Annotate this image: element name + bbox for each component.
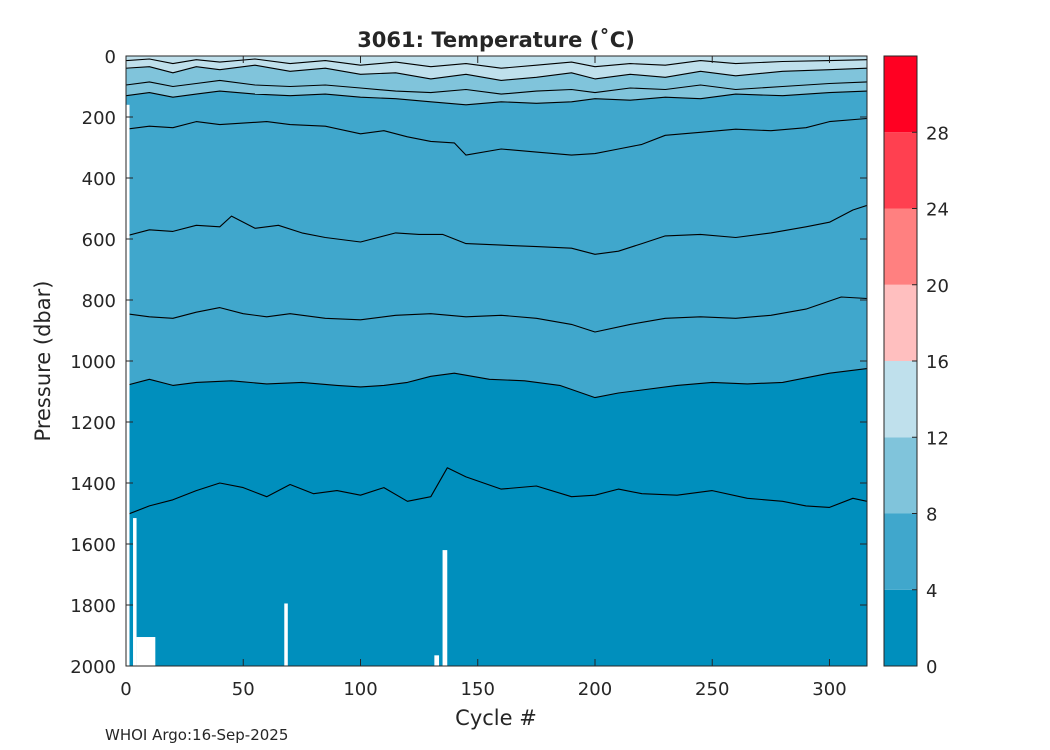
x-tick-label: 0 (120, 679, 131, 700)
x-tick-label: 200 (578, 679, 612, 700)
colorbar-tick-label: 8 (926, 505, 937, 526)
contour-110 (126, 79, 867, 95)
gap-early-deep (133, 518, 137, 666)
colorbar-tick-label: 0 (926, 657, 937, 678)
colorbar-band-4-8 (884, 513, 917, 590)
footer-credit: WHOI Argo:16-Sep-2025 (105, 726, 288, 744)
gap-cycle-68 (284, 603, 288, 666)
y-tick-label: 800 (82, 291, 116, 312)
contour-580 (126, 204, 867, 255)
gap-cycle-136 (442, 550, 448, 666)
band-0-4 (126, 368, 867, 666)
y-tick-label: 1800 (70, 596, 116, 617)
colorbar-band-12-16 (884, 361, 917, 438)
missing-data-gaps (126, 104, 448, 666)
x-tick-label: 50 (232, 679, 255, 700)
temperature-bands (126, 56, 867, 666)
colorbar-tick-label: 16 (926, 352, 949, 373)
colorbar-band-24-28 (884, 132, 917, 209)
y-axis-label: Pressure (dbar) (31, 281, 55, 442)
contour-260 (126, 117, 867, 156)
band-8-12 (126, 65, 867, 105)
x-axis-label: Cycle # (455, 706, 537, 730)
colorbar-band-20-24 (884, 208, 917, 285)
contour-1400 (126, 467, 867, 516)
colorbar: 0 4 8 12 16 20 24 28 (883, 55, 949, 678)
x-axis-ticks: 0 50 100 150 200 250 300 (120, 56, 847, 700)
y-tick-label: 1600 (70, 535, 116, 556)
colorbar-tick-label: 12 (926, 428, 949, 449)
contour-1000 (126, 368, 867, 399)
contour-140 (126, 90, 867, 106)
contour-850 (126, 296, 867, 333)
colorbar-band-0-4 (884, 589, 917, 666)
colorbar-tick-label: 20 (926, 276, 949, 297)
y-tick-label: 600 (82, 230, 116, 251)
y-tick-label: 0 (105, 47, 116, 68)
y-tick-label: 1000 (70, 352, 116, 373)
y-tick-label: 1400 (70, 474, 116, 495)
y-tick-label: 2000 (70, 657, 116, 678)
y-tick-label: 200 (82, 108, 116, 129)
x-tick-label: 250 (695, 679, 729, 700)
plot-area (126, 56, 867, 666)
y-axis-ticks: 0 200 400 600 800 1000 1200 1400 1600 1800 2000 (70, 47, 867, 678)
x-tick-label: 150 (461, 679, 495, 700)
gap-cycle-5-12 (136, 637, 156, 666)
chart-title: 3061: Temperature (˚C) (357, 28, 635, 52)
x-tick-label: 300 (812, 679, 846, 700)
x-tick-label: 100 (343, 679, 377, 700)
gap-start-left (126, 104, 130, 666)
contour-60 (126, 64, 867, 81)
colorbar-band-8-12 (884, 437, 917, 514)
colorbar-band-16-20 (884, 284, 917, 361)
colorbar-band-28-32 (884, 56, 917, 133)
colorbar-tick-label: 24 (926, 200, 949, 221)
colorbar-tick-label: 28 (926, 123, 949, 144)
contour-lines (126, 58, 867, 516)
y-tick-label: 1200 (70, 413, 116, 434)
gap-cycle-132 (434, 655, 440, 666)
colorbar-tick-label: 4 (926, 581, 937, 602)
y-tick-label: 400 (82, 169, 116, 190)
